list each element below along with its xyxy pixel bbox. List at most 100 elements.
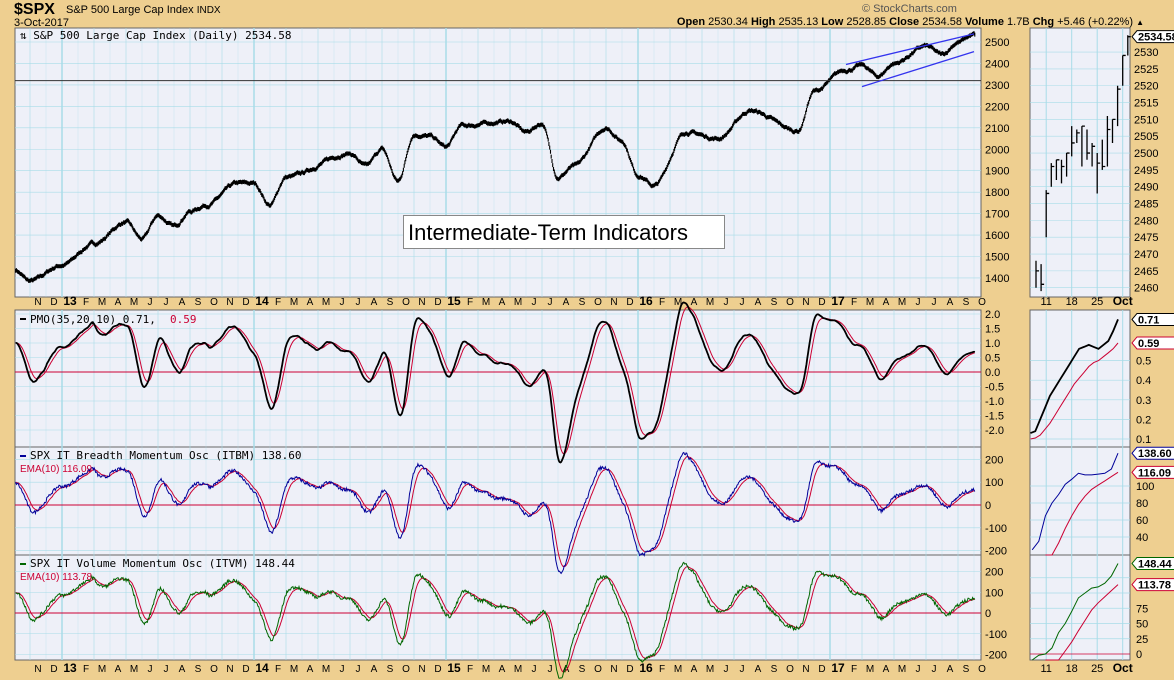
x-tick-label: M [898,664,906,675]
x-tick-label: M [322,297,330,308]
y-tick-label: 2000 [985,144,1009,156]
itbm-title: SPX IT Breadth Momentum Osc (ITBM) 138.6… [30,449,302,462]
x-tick-label: O [786,297,794,308]
mini-signal-label-tag [1131,578,1174,592]
last-price-label: 2534.58 [1138,32,1174,44]
x-tick-label: O [402,664,410,675]
itvm-ema-label: EMA(10) 113.78 [20,572,93,583]
mini-y-tick-label: 0.4 [1136,375,1151,387]
x-tick-label: O [786,664,794,675]
x-tick-label: F [851,664,857,675]
mini-x-tick-label: 11 [1040,296,1051,308]
y-tick-label: 0 [985,500,991,512]
itvm-title: SPX IT Volume Momentum Osc (ITVM) 148.44 [30,557,295,570]
itbm-legend-swatch [20,455,26,457]
mini-value-label: 148.44 [1138,558,1173,570]
main-panel-0 [14,27,982,298]
x-tick-label: 14 [255,661,269,675]
itbm-ema-line [15,455,975,568]
x-tick-label: O [210,664,218,675]
x-tick-label: F [467,297,473,308]
x-tick-label: 15 [447,661,461,675]
x-tick-label: A [499,664,506,675]
y-tick-label: -1.0 [985,396,1004,408]
x-tick-label: N [418,664,425,675]
mini-x-tick-label: Oct [1113,294,1133,308]
x-tick-label: M [674,297,682,308]
x-tick-label: A [179,297,186,308]
x-tick-label: J [916,297,921,308]
x-tick-label: D [242,297,249,308]
x-tick-label: F [275,297,281,308]
price-bar [1116,85,1121,127]
x-tick-label: D [626,664,633,675]
x-tick-label: N [34,297,41,308]
mini-y-tick-label: 75 [1136,603,1148,615]
x-tick-label: A [371,297,378,308]
x-tick-label: A [755,297,762,308]
mini-y-tick-label: 2475 [1134,232,1158,244]
x-tick-label: O [594,664,602,675]
x-tick-label: N [610,664,617,675]
price-bar [1081,125,1085,167]
mini-signal-label-tag [1131,465,1174,479]
x-tick-label: A [883,297,890,308]
mini-signal-line [1045,584,1119,661]
x-tick-label: M [482,664,490,675]
x-tick-label: M [322,664,330,675]
close-label: Close [889,16,920,28]
x-tick-label: 17 [831,661,845,675]
x-tick-label: J [532,664,537,675]
y-tick-label: 0.5 [985,353,1000,365]
mini-signal-line [1045,471,1119,556]
y-tick-label: -200 [985,650,1007,662]
price-bar [1065,152,1070,177]
x-tick-label: A [947,664,954,675]
up-arrow-icon: ▲ [1136,18,1144,27]
x-tick-label: A [115,664,122,675]
x-tick-label: N [34,664,41,675]
mini-y-tick-label: 2460 [1134,283,1158,295]
y-tick-label: -100 [985,629,1007,641]
mini-y-tick-label: 80 [1136,498,1148,510]
y-tick-label: 1800 [985,187,1009,199]
x-tick-label: M [130,297,138,308]
close-value: 2534.58 [922,16,962,28]
mini-signal-label: 113.78 [1138,580,1171,592]
pmo-signal-line [15,306,975,455]
x-tick-label: N [226,297,233,308]
y-tick-label: 1.0 [985,338,1000,350]
mini-value-label-tag [1131,556,1174,570]
x-tick-label: A [499,297,506,308]
mini-signal-label: 0.59 [1138,338,1159,350]
x-tick-label: J [740,297,745,308]
mini-value-label: 0.71 [1138,314,1159,326]
x-tick-label: D [434,297,441,308]
mini-x-tick-label: 18 [1066,663,1078,675]
mini-y-tick-label: 2510 [1134,114,1158,126]
x-tick-label: D [242,664,249,675]
x-tick-label: J [356,664,361,675]
price-bar [1035,260,1039,288]
y-tick-label: -100 [985,523,1007,535]
volume-value: 1.7B [1007,16,1030,28]
x-tick-label: D [818,297,825,308]
quote-summary: Open 2530.34 High 2535.13 Low 2528.85 Cl… [677,16,1144,28]
itvm-legend-swatch [20,563,26,565]
mini-x-tick-label: Oct [1113,661,1133,675]
y-tick-label: 200 [985,567,1003,579]
y-tick-label: 0.0 [985,367,1000,379]
x-tick-label: N [802,664,809,675]
y-tick-label: 0 [985,608,991,620]
trend-channel-line [845,33,975,66]
x-tick-label: S [963,664,970,675]
mini-y-tick-label: 2515 [1134,98,1158,110]
x-tick-label: A [691,664,698,675]
low-value: 2528.85 [846,16,887,28]
mini-signal-line [1030,342,1119,440]
mini-osc-line [1031,563,1119,661]
price-bar [1050,163,1055,187]
main-panel-1 [14,309,982,448]
x-tick-label: D [50,664,57,675]
trend-channel-line [861,51,975,88]
